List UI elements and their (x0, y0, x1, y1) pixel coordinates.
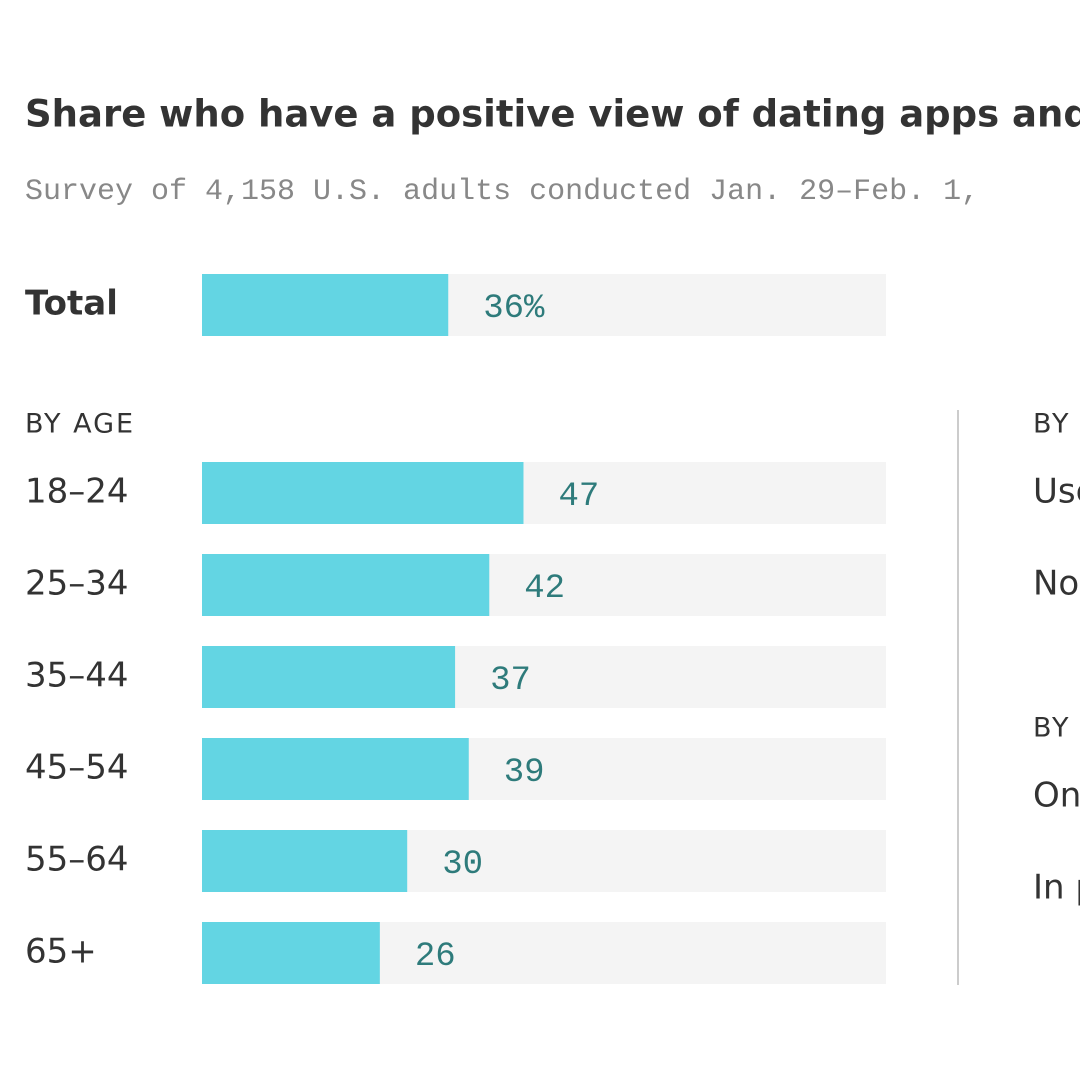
section-title: BY AGE (25, 409, 135, 440)
category-label: 25–34 (25, 564, 129, 604)
value-label: 37 (490, 662, 531, 700)
category-label: No (1033, 564, 1079, 604)
section-title: BY (1033, 713, 1071, 744)
chart-title: Share who have a positive view of dating… (25, 93, 1080, 136)
value-label: 30 (442, 846, 483, 884)
category-label: 65+ (25, 932, 97, 972)
category-label: In p (1033, 868, 1080, 908)
category-label: 55–64 (25, 840, 129, 880)
category-label: On (1033, 776, 1080, 816)
value-label: 26 (415, 938, 456, 976)
value-label: 39 (504, 754, 545, 792)
category-label: Use (1033, 472, 1080, 512)
bar (202, 830, 408, 892)
category-label: 45–54 (25, 748, 129, 788)
value-label: 47 (558, 478, 599, 516)
chart-subtitle: Survey of 4,158 U.S. adults conducted Ja… (25, 175, 979, 209)
bar (202, 922, 380, 984)
bar (202, 274, 449, 336)
value-label: 42 (524, 570, 565, 608)
section-title: BY (1033, 409, 1071, 440)
category-label: Total (25, 284, 118, 324)
category-label: 18–24 (25, 472, 129, 512)
bar (202, 554, 490, 616)
bar (202, 646, 456, 708)
bar (202, 462, 524, 524)
bar (202, 738, 469, 800)
value-label: 36% (483, 290, 545, 328)
category-label: 35–44 (25, 656, 129, 696)
